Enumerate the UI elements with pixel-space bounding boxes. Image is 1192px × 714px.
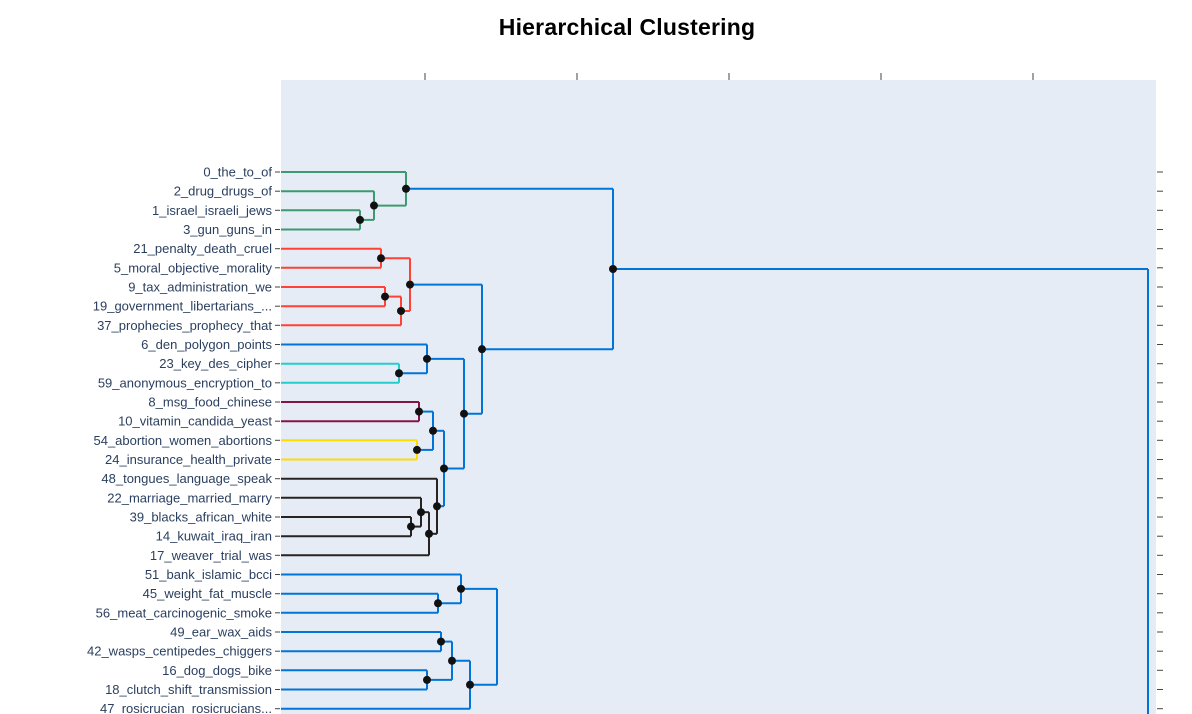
cluster-node-dot[interactable]	[423, 354, 431, 363]
leaf-label: 8_msg_food_chinese	[148, 395, 272, 410]
cluster-node-dot[interactable]	[609, 265, 617, 273]
cluster-node-dot[interactable]	[457, 584, 465, 593]
leaf-label: 24_insurance_health_private	[105, 452, 272, 467]
leaf-label: 2_drug_drugs_of	[174, 184, 273, 199]
leaf-label: 21_penalty_death_cruel	[133, 241, 272, 256]
leaf-label: 17_weaver_trial_was	[150, 548, 273, 563]
leaf-label: 5_moral_objective_morality	[114, 260, 273, 275]
cluster-node-dot[interactable]	[395, 369, 403, 378]
cluster-node-dot[interactable]	[440, 464, 448, 473]
leaf-label: 39_blacks_african_white	[130, 510, 272, 525]
leaf-label: 19_government_libertarians_...	[93, 299, 272, 314]
leaf-label: 16_dog_dogs_bike	[162, 663, 272, 678]
cluster-node-dot[interactable]	[434, 599, 442, 608]
cluster-node-dot[interactable]	[429, 426, 437, 435]
cluster-node-dot[interactable]	[423, 675, 431, 684]
plot-background[interactable]	[281, 80, 1156, 714]
cluster-node-dot[interactable]	[415, 407, 423, 416]
leaf-label: 51_bank_islamic_bcci	[145, 567, 272, 582]
leaf-label: 54_abortion_women_abortions	[93, 433, 272, 448]
cluster-node-dot[interactable]	[406, 280, 414, 289]
leaf-label: 59_anonymous_encryption_to	[98, 375, 272, 390]
leaf-label: 1_israel_israeli_jews	[152, 203, 272, 218]
cluster-node-dot[interactable]	[460, 409, 468, 418]
leaf-label: 45_weight_fat_muscle	[143, 586, 272, 601]
leaf-label: 56_meat_carcinogenic_smoke	[96, 605, 272, 620]
leaf-label: 3_gun_guns_in	[183, 222, 272, 237]
cluster-node-dot[interactable]	[370, 201, 378, 210]
cluster-node-dot[interactable]	[402, 184, 410, 193]
cluster-node-dot[interactable]	[417, 508, 425, 517]
leaf-label: 42_wasps_centipedes_chiggers	[87, 644, 273, 659]
leaf-label: 48_tongues_language_speak	[101, 471, 272, 486]
leaf-label: 22_marriage_married_marry	[107, 490, 272, 505]
leaf-label: 18_clutch_shift_transmission	[105, 682, 272, 697]
cluster-node-dot[interactable]	[356, 215, 364, 224]
cluster-node-dot[interactable]	[381, 292, 389, 301]
cluster-node-dot[interactable]	[437, 637, 445, 646]
leaf-label: 14_kuwait_iraq_iran	[156, 529, 272, 544]
leaf-label: 47_rosicrucian_rosicrucians...	[100, 701, 272, 714]
leaf-label: 6_den_polygon_points	[141, 337, 272, 352]
cluster-node-dot[interactable]	[478, 345, 486, 354]
leaf-label: 37_prophecies_prophecy_that	[97, 318, 272, 333]
leaf-label: 10_vitamin_candida_yeast	[118, 414, 272, 429]
cluster-node-dot[interactable]	[407, 522, 415, 531]
chart-title: Hierarchical Clustering	[498, 14, 756, 40]
leaf-label: 0_the_to_of	[203, 165, 272, 180]
cluster-node-dot[interactable]	[413, 445, 421, 454]
leaf-label: 23_key_des_cipher	[159, 356, 272, 371]
cluster-node-dot[interactable]	[425, 529, 433, 538]
leaf-label: 9_tax_administration_we	[128, 280, 272, 295]
cluster-node-dot[interactable]	[377, 254, 385, 263]
leaf-label: 49_ear_wax_aids	[170, 625, 272, 640]
cluster-node-dot[interactable]	[448, 656, 456, 665]
cluster-node-dot[interactable]	[433, 502, 441, 511]
cluster-node-dot[interactable]	[397, 306, 405, 315]
cluster-node-dot[interactable]	[466, 680, 474, 689]
